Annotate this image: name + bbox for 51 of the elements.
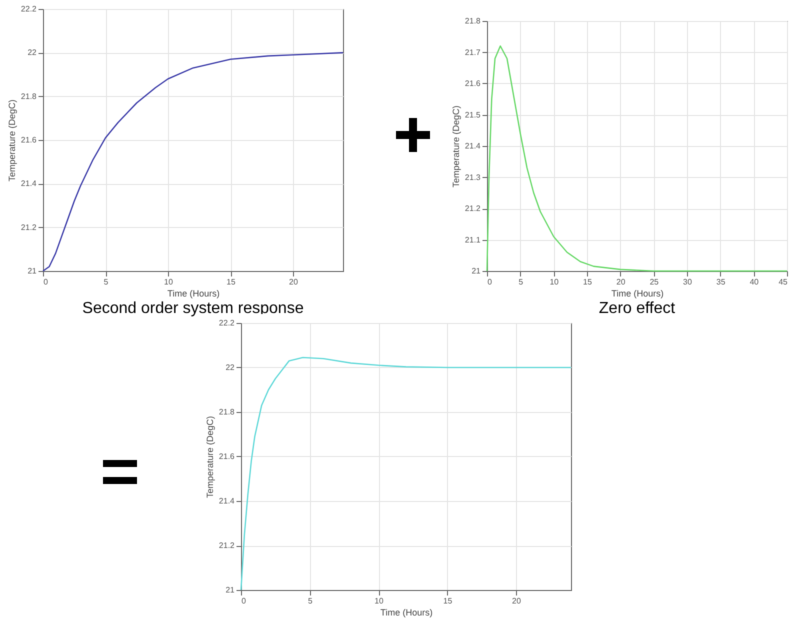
y-tick-label: 21.4 (20, 179, 38, 188)
x-axis-title: Time (Hours) (167, 288, 220, 298)
x-tick-label: 20 (289, 278, 298, 286)
x-tick-label: 45 (778, 278, 788, 286)
y-tick-label: 21.5 (464, 110, 482, 120)
x-tick-label: 10 (164, 278, 174, 286)
x-tick-label: 20 (616, 278, 626, 286)
text: Zero effect (598, 300, 676, 317)
y-tick-label: 21.8 (218, 408, 236, 416)
x-tick-label: 15 (583, 278, 592, 286)
y-tick-label: 22.2 (218, 318, 236, 328)
x-tick-label: 0 (44, 278, 48, 286)
y-tick-label: 21.2 (20, 222, 38, 232)
y-tick-label: 21.1 (464, 235, 482, 244)
y-tick-label: 21.3 (464, 172, 482, 182)
x-tick-label: 10 (374, 596, 384, 606)
y-axis-title: Temperature (DegC) (204, 416, 215, 498)
x-tick-label: 25 (650, 278, 660, 286)
y-tick-label: 21.2 (464, 204, 482, 213)
y-tick-label: 21 (28, 266, 38, 276)
y-tick-label: 22 (28, 48, 38, 58)
x-tick-label: 5 (308, 596, 314, 606)
y-tick-label: 21.6 (20, 136, 38, 144)
y-tick-label: 21 (472, 266, 482, 276)
x-tick-label: 30 (683, 278, 692, 286)
x-tick-label: 10 (550, 278, 560, 286)
y-tick-label: 21.4 (218, 496, 236, 506)
x-tick-label: 0 (488, 278, 492, 286)
x-axis-title: Time (Hours) (380, 608, 433, 618)
y-tick-label: 21.8 (20, 92, 38, 101)
y-tick-label: 21.8 (464, 16, 482, 26)
y-tick-label: 21.6 (218, 452, 236, 461)
y-tick-label: 21 (226, 586, 236, 594)
y-tick-label: 21.4 (464, 142, 482, 150)
y-tick-label: 21.2 (218, 541, 236, 550)
y-tick-label: 22 (226, 363, 236, 372)
x-tick-label: 20 (512, 596, 522, 606)
x-tick-label: 35 (716, 278, 726, 286)
y-tick-label: 22.2 (20, 4, 38, 14)
x-axis-title: Time (Hours) (611, 288, 664, 298)
x-tick-label: 15 (443, 596, 453, 606)
y-axis-title: Temperature (DegC) (450, 105, 461, 188)
y-tick-label: 21.7 (464, 48, 482, 57)
x-tick-label: 0 (242, 596, 246, 606)
y-tick-label: 21.6 (464, 79, 482, 88)
y-axis-title: Temperature (DegC) (6, 99, 17, 182)
x-tick-label: 15 (226, 278, 236, 286)
text: Second order system response (82, 300, 304, 317)
x-tick-label: 5 (104, 278, 109, 286)
x-tick-label: 5 (518, 278, 524, 286)
x-tick-label: 40 (750, 278, 760, 286)
